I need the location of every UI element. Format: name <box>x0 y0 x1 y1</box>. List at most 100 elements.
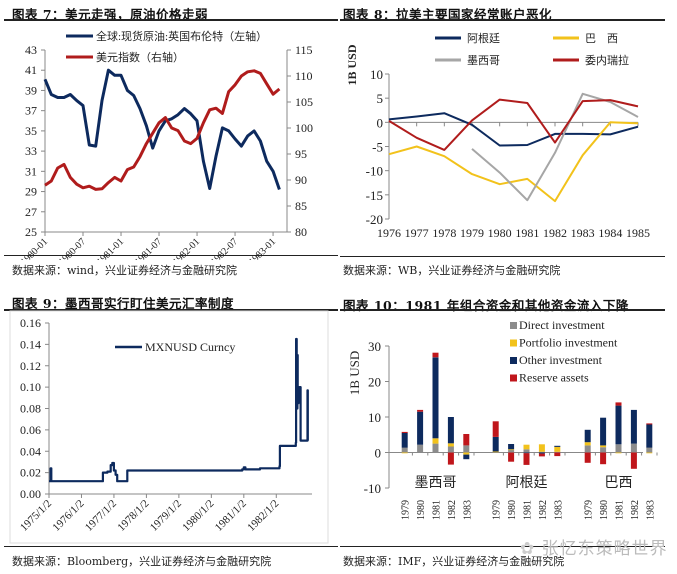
fig8-title-rule <box>340 19 665 21</box>
fig9-source-rule <box>4 546 338 547</box>
fig9-x-tick-label: 1978/1/2 <box>115 498 151 534</box>
fig10-legend-label: Other investment <box>519 353 603 367</box>
fig10-bar-other-investment <box>523 452 530 454</box>
fig10-bar-other-investment <box>584 429 591 443</box>
fig8-y-tick-label: 5 <box>377 91 384 106</box>
fig10-bar-other-investment <box>417 411 424 445</box>
fig10-year-label: 1982 <box>447 500 458 520</box>
fig7-x-tick-label: 1981-01 <box>95 236 126 260</box>
fig9-plot-border <box>9 310 329 544</box>
fig10-bar-other-investment <box>615 405 622 445</box>
fig9-x-tick-label: 1981/1/2 <box>213 498 249 534</box>
fig8-y-tick-label: -5 <box>372 140 383 155</box>
fig10-bar-portfolio-investment <box>600 445 607 448</box>
fig7-left-tick-label: 35 <box>25 124 37 138</box>
fig10-bar-reserve-assets <box>401 431 408 433</box>
fig10-bar-reserve-assets <box>554 452 561 457</box>
fig7-title-rule <box>4 19 338 21</box>
fig10-bar-reserve-assets <box>447 452 454 465</box>
fig10-bar-direct-investment <box>508 450 515 453</box>
fig7-source-rule <box>4 255 338 256</box>
fig7-left-tick-label: 27 <box>25 205 37 219</box>
fig10-bar-portfolio-investment <box>447 443 454 447</box>
fig7-right-tick-label: 90 <box>295 173 307 187</box>
fig10-bar-direct-investment <box>646 447 653 453</box>
fig7-x-tick-label: 1982-01 <box>171 236 202 260</box>
fig9-y-tick-label: 0.02 <box>20 466 41 480</box>
fig9-title-rule <box>4 309 338 311</box>
fig10-bar-direct-investment <box>417 444 424 453</box>
fig10-bar-portfolio-investment <box>646 452 653 454</box>
fig9-y-tick-label: 0.16 <box>20 316 41 330</box>
fig8-series-line-0 <box>388 112 639 147</box>
fig8-x-tick-label: 1980 <box>488 226 512 240</box>
fig7-left-tick-label: 37 <box>25 104 37 118</box>
wechat-logo-icon: ✿ <box>520 539 542 559</box>
fig10-bar-reserve-assets <box>508 452 515 462</box>
fig10-year-label: 1981 <box>523 500 534 520</box>
fig7-legend-label: 美元指数（右轴） <box>96 50 184 64</box>
fig10-bar-direct-investment <box>523 449 530 453</box>
fig10-legend-swatch <box>510 374 517 382</box>
fig10-source: 数据来源：IMF，兴业证券经济与金融研究院 <box>343 555 565 568</box>
fig8-legend-label: 巴 西 <box>585 33 618 45</box>
fig7-left-tick-label: 25 <box>25 225 37 239</box>
fig8-y-axis-label: 1B USD <box>345 44 359 85</box>
fig10-bar-direct-investment <box>538 451 545 453</box>
fig10-year-label: 1982 <box>538 500 549 520</box>
fig8-legend-label: 阿根廷 <box>467 31 500 45</box>
fig10-legend-label: Portfolio investment <box>519 336 618 350</box>
fig10-bar-reserve-assets <box>538 453 545 457</box>
fig10-bar-reserve-assets <box>492 421 499 437</box>
fig10-bar-portfolio-investment <box>432 438 439 444</box>
fig10-bar-reserve-assets <box>630 452 637 469</box>
fig7-chart: 25 27 29 31 33 35 37 39 41 43 80 85 90 95 100 105 110 115… <box>19 29 313 260</box>
fig8-x-tick-label: 1979 <box>460 226 484 240</box>
fig8-x-tick-label: 1982 <box>543 226 567 240</box>
fig8-title: 图表 8：拉美主要国家经常账户恶化 <box>343 7 553 22</box>
fig9-x-tick-label: 1982/1/2 <box>245 498 281 534</box>
fig8-y-tick-label: -15 <box>366 188 383 203</box>
fig10-bar-reserve-assets <box>417 409 424 412</box>
fig10-legend-swatch <box>510 339 517 347</box>
watermark-text: 张忆东策略世界 <box>541 539 668 559</box>
fig10-source-rule <box>340 546 665 547</box>
fig10-legend-swatch <box>510 357 517 364</box>
fig9-x-tick-label: 1979/1/2 <box>148 498 184 534</box>
fig10-bar-other-investment <box>463 454 470 460</box>
fig9-x-tick-label: 1977/1/2 <box>83 498 119 534</box>
fig10-group-label: 墨西哥 <box>415 476 457 491</box>
fig7-left-tick-label: 33 <box>25 144 37 158</box>
fig9-chart: 0.00 0.02 0.04 0.06 0.08 0.10 0.12 0.14 0.16 1975… <box>9 310 329 544</box>
fig7-right-tick-label: 85 <box>295 199 307 213</box>
fig8-y-tick-label: -20 <box>366 212 383 227</box>
fig8-y-tick-label: 10 <box>370 67 383 82</box>
fig9-y-tick-label: 0.06 <box>20 423 41 437</box>
fig10-bar-portfolio-investment <box>492 451 499 453</box>
fig10-year-label: 1980 <box>507 500 518 520</box>
fig10-year-label: 1980 <box>599 500 610 520</box>
fig8-chart: -20 -15 -10 -5 0 5 10 1976 1977 1978 1979 1980 1981 1… <box>345 31 650 240</box>
fig10-bar-direct-investment <box>615 444 622 453</box>
fig9-series-mxnusd-line <box>49 337 309 483</box>
fig10-bar-other-investment <box>492 436 499 452</box>
fig9-y-tick-label: 0.12 <box>20 359 41 373</box>
fig10-bar-portfolio-investment <box>463 452 470 455</box>
fig10-bar-other-investment <box>600 417 607 446</box>
fig8-x-tick-label: 1984 <box>598 226 622 240</box>
fig10-year-label: 1981 <box>615 500 626 520</box>
fig10-bar-portfolio-investment <box>538 444 545 452</box>
fig10-year-label: 1980 <box>416 500 427 520</box>
fig10-y-tick-label: 10 <box>368 410 381 425</box>
fig7-left-tick-label: 29 <box>25 185 37 199</box>
fig10-bar-direct-investment <box>401 447 408 453</box>
fig9-y-tick-label: 0.10 <box>20 380 41 394</box>
fig10-bar-portfolio-investment <box>508 449 515 451</box>
fig10-bar-reserve-assets <box>584 452 591 463</box>
fig7-x-tick-label: 1982-07 <box>209 236 240 260</box>
fig10-bar-other-investment <box>432 357 439 439</box>
fig8-x-tick-label: 1983 <box>571 226 595 240</box>
fig8-source: 数据来源：WB，兴业证券经济与金融研究院 <box>343 264 561 277</box>
fig10-bar-reserve-assets <box>615 402 622 406</box>
fig10-year-label: 1981 <box>432 500 443 520</box>
